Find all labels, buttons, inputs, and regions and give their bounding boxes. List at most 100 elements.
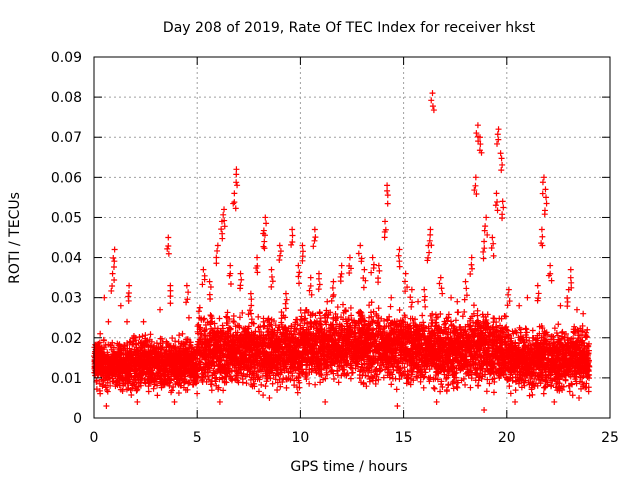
data-point (393, 386, 400, 393)
data-point (201, 315, 208, 322)
data-point (172, 345, 179, 352)
data-point (107, 342, 114, 349)
data-point (107, 341, 114, 348)
data-point (97, 390, 104, 397)
data-point (142, 352, 149, 359)
data-point (157, 335, 164, 342)
data-point (144, 366, 151, 373)
data-point (157, 340, 164, 347)
data-point (136, 348, 143, 355)
data-point (145, 388, 152, 395)
data-point (179, 349, 186, 356)
data-point (112, 360, 119, 367)
data-point (116, 382, 123, 389)
data-point (93, 386, 100, 393)
data-point (168, 389, 175, 396)
data-point (172, 380, 179, 387)
data-point (182, 354, 189, 361)
data-point (216, 315, 223, 322)
data-point (125, 371, 132, 378)
data-point (145, 344, 152, 351)
data-point (97, 358, 104, 365)
data-point (182, 345, 189, 352)
data-point (104, 349, 111, 356)
data-point (165, 344, 172, 351)
data-point (157, 380, 164, 387)
data-point (149, 354, 156, 361)
data-point (490, 389, 497, 396)
data-point (145, 383, 152, 390)
data-point (459, 313, 466, 320)
data-point (126, 352, 133, 359)
data-point (196, 304, 203, 311)
data-point (119, 380, 126, 387)
data-point (149, 348, 156, 355)
data-point (128, 391, 135, 398)
data-point (461, 308, 468, 315)
data-point (153, 378, 160, 385)
data-point (334, 304, 341, 311)
data-point (131, 366, 138, 373)
data-point (109, 378, 116, 385)
data-point (157, 375, 164, 382)
data-point (470, 302, 477, 309)
data-point (126, 345, 133, 352)
data-point (239, 379, 246, 386)
data-point (230, 312, 237, 319)
chart-title: Day 208 of 2019, Rate Of TEC Index for r… (163, 20, 536, 36)
data-point (179, 330, 186, 337)
data-point (260, 392, 267, 399)
data-point (283, 384, 290, 391)
data-point (171, 362, 178, 369)
data-point (467, 384, 474, 391)
data-point (150, 385, 157, 392)
data-point (396, 307, 403, 314)
data-point (258, 381, 265, 388)
data-point (187, 342, 194, 349)
data-point (189, 353, 196, 360)
data-point (335, 379, 342, 386)
data-point (180, 379, 187, 386)
data-point (189, 381, 196, 388)
data-point (135, 369, 142, 376)
data-point (169, 359, 176, 366)
data-point (194, 390, 201, 397)
data-point (185, 355, 192, 362)
data-point (188, 368, 195, 375)
data-point (158, 345, 165, 352)
data-point (177, 376, 184, 383)
data-point (306, 380, 313, 387)
data-point (106, 356, 113, 363)
data-point (127, 368, 134, 375)
data-point (110, 348, 117, 355)
data-point (140, 370, 147, 377)
data-point (93, 360, 100, 367)
data-point (175, 381, 182, 388)
data-point (220, 387, 227, 394)
data-point (127, 386, 134, 393)
data-point (169, 358, 176, 365)
data-point (148, 367, 155, 374)
data-point (105, 372, 112, 379)
data-point (255, 313, 262, 320)
data-point (430, 384, 437, 391)
data-point (132, 357, 139, 364)
data-point (139, 340, 146, 347)
data-point (170, 384, 177, 391)
data-point (133, 379, 140, 386)
data-point (163, 338, 170, 345)
data-point (92, 348, 99, 355)
data-point (138, 376, 145, 383)
data-point (431, 385, 438, 392)
data-point (150, 377, 157, 384)
data-point (269, 380, 276, 387)
data-point (274, 387, 281, 394)
data-point (175, 389, 182, 396)
data-point (330, 376, 337, 383)
data-point (173, 373, 180, 380)
data-point (95, 344, 102, 351)
data-point (102, 382, 109, 389)
data-point (100, 346, 107, 353)
data-point (136, 334, 143, 341)
